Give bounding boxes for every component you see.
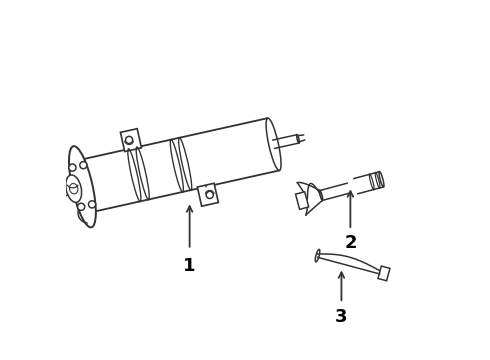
Ellipse shape [297,134,299,143]
Polygon shape [197,183,219,206]
Ellipse shape [319,190,323,201]
Ellipse shape [31,194,33,202]
Circle shape [125,136,133,144]
Polygon shape [378,266,390,281]
Ellipse shape [73,161,88,213]
Circle shape [89,201,96,208]
Circle shape [80,162,87,169]
Text: 1: 1 [183,257,196,275]
Ellipse shape [379,171,384,187]
Text: 3: 3 [335,307,348,325]
Polygon shape [295,192,309,210]
Circle shape [77,203,85,210]
Ellipse shape [41,190,44,201]
Circle shape [206,192,213,198]
Polygon shape [121,129,142,152]
Ellipse shape [266,118,281,170]
Ellipse shape [69,146,96,228]
Ellipse shape [66,175,82,202]
Text: 2: 2 [344,234,357,252]
Ellipse shape [70,184,78,194]
Ellipse shape [315,249,320,262]
Circle shape [69,164,76,171]
Ellipse shape [26,197,27,202]
